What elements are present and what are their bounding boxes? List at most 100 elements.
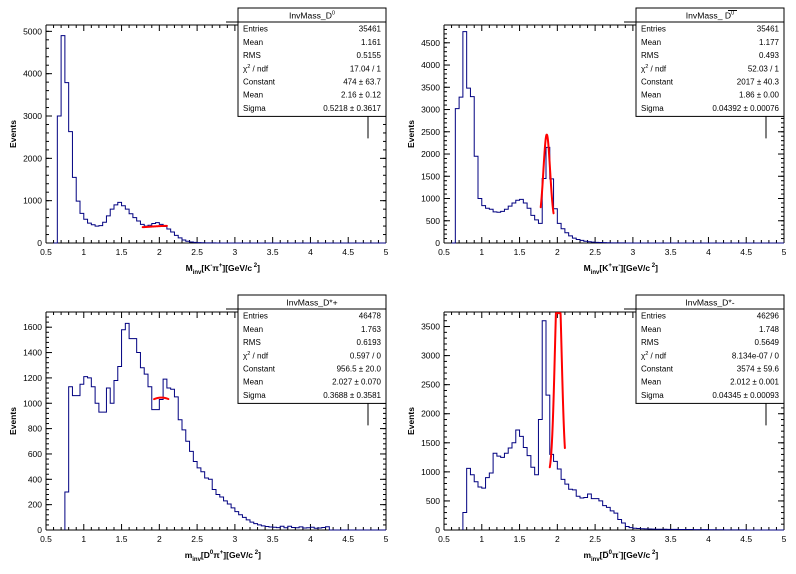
- stats-row-value: 0.3688 ± 0.3581: [323, 391, 381, 400]
- stats-row-label: Sigma: [641, 104, 664, 113]
- stats-row-label: Entries: [641, 312, 666, 321]
- x-tick-label: 4.5: [342, 247, 354, 257]
- panel-bottom-right[interactable]: 0.5 1 1.5 2 2.5 3 3.5 4 4.5 5 0 500 1000 1500 2000 2500…: [398, 287, 796, 574]
- stats-row-label: Constant: [641, 365, 674, 374]
- stats-row-value: 0.5155: [357, 51, 382, 60]
- x-tick-label: 2.5: [589, 247, 601, 257]
- x-tick-label: 4.5: [740, 247, 752, 257]
- y-axis-title: Events: [8, 120, 18, 148]
- x-tick-label: 0.5: [438, 534, 450, 544]
- x-tick-label: 4: [706, 534, 711, 544]
- stats-row-label: RMS: [243, 338, 261, 347]
- stats-row-label: Mean: [243, 325, 263, 334]
- y-tick-label: 0: [435, 238, 440, 248]
- stats-row-label: RMS: [243, 51, 261, 60]
- y-tick-label: 0: [37, 525, 42, 535]
- stats-box[interactable]: InvMass_D0 Entries 35461 Mean 1.161 RMS 0.5155…: [226, 7, 387, 139]
- y-tick-label: 4000: [23, 69, 42, 79]
- stats-row-value: 0.04392 ± 0.00076: [712, 104, 779, 113]
- stats-row-value: 0.5649: [755, 338, 780, 347]
- x-tick-label: 1: [81, 534, 86, 544]
- stats-row-value: 0.597 / 0: [350, 351, 382, 360]
- y-tick-label: 3500: [421, 322, 440, 332]
- y-tick-label: 3000: [421, 105, 440, 115]
- x-tick-label: 3: [233, 534, 238, 544]
- stats-row-value: 1.748: [759, 325, 780, 334]
- stats-row-label: Sigma: [243, 104, 266, 113]
- y-tick-label: 200: [28, 500, 42, 510]
- stats-row-label: Entries: [243, 25, 268, 34]
- y-axis-title: Events: [406, 120, 416, 148]
- y-tick-label: 400: [28, 474, 42, 484]
- stats-box[interactable]: InvMass_D*+ Entries 46478 Mean 1.763 RMS 0.619…: [226, 294, 387, 426]
- x-tick-label: 4.5: [740, 534, 752, 544]
- x-tick-label: 3: [631, 247, 636, 257]
- x-tick-label: 5: [384, 534, 389, 544]
- panel-bottom-left[interactable]: 0.5 1 1.5 2 2.5 3 3.5 4 4.5 5 0 200 400 600 800 1000 120…: [0, 287, 398, 574]
- x-tick-label: 2.5: [191, 534, 203, 544]
- x-tick-label: 2: [157, 247, 162, 257]
- x-tick-label: 3: [233, 247, 238, 257]
- stats-row-label: Entries: [641, 25, 666, 34]
- x-tick-label: 1: [81, 247, 86, 257]
- panel-top-right[interactable]: 0.5 1 1.5 2 2.5 3 3.5 4 4.5 5 0 500 1000 1500 2000 2500…: [398, 0, 796, 287]
- y-axis-ticks: 0 200 400 600 800 1000 1200 1400 1600: [23, 311, 386, 535]
- stats-box[interactable]: InvMass_D*- Entries 46296 Mean 1.748 RMS 0.564…: [624, 294, 785, 426]
- x-tick-label: 5: [782, 534, 787, 544]
- x-tick-label: 3.5: [665, 247, 677, 257]
- x-tick-label: 5: [384, 247, 389, 257]
- y-tick-label: 4500: [421, 38, 440, 48]
- stats-row-value: 8.134e-07 / 0: [732, 351, 780, 360]
- x-tick-label: 0.5: [438, 247, 450, 257]
- y-tick-label: 1000: [421, 467, 440, 477]
- y-tick-label: 1000: [23, 196, 42, 206]
- histogram-curve: [53, 35, 386, 244]
- stats-row-label: RMS: [641, 338, 659, 347]
- y-tick-label: 500: [426, 496, 440, 506]
- x-axis-title: minv[D0π+][GeV/c 2]: [185, 550, 261, 563]
- stats-box-title: InvMass_D*+: [286, 298, 337, 308]
- y-tick-label: 1000: [421, 194, 440, 204]
- y-tick-label: 1500: [421, 171, 440, 181]
- y-axis-title: Events: [8, 407, 18, 435]
- histogram-curve: [462, 320, 784, 531]
- stats-box[interactable]: InvMass_ D0 Entries 35461 Mean 1.177 RMS 0.493…: [624, 7, 785, 139]
- stats-row-label: χ2 / ndf: [243, 64, 269, 74]
- y-tick-label: 1400: [23, 348, 42, 358]
- x-tick-label: 4.5: [342, 534, 354, 544]
- y-tick-label: 1500: [421, 438, 440, 448]
- histogram-curve: [64, 322, 386, 531]
- stats-row-label: Sigma: [243, 391, 266, 400]
- stats-row-label: Constant: [641, 78, 674, 87]
- stats-row-value: 35461: [359, 25, 382, 34]
- stats-row-value: 2017 ± 40.3: [737, 78, 780, 87]
- x-tick-label: 3.5: [665, 534, 677, 544]
- x-tick-label: 4: [706, 247, 711, 257]
- x-tick-label: 1: [479, 534, 484, 544]
- x-tick-label: 3.5: [267, 247, 279, 257]
- stats-row-value: 46296: [757, 312, 780, 321]
- x-tick-label: 1.5: [514, 247, 526, 257]
- stats-row-label: χ2 / ndf: [641, 351, 667, 361]
- panel-top-left[interactable]: 0.5 1 1.5 2 2.5 3 3.5 4 4.5 5 0 1000 2000 3000 4000 500…: [0, 0, 398, 287]
- y-tick-label: 600: [28, 449, 42, 459]
- x-tick-label: 1.5: [514, 534, 526, 544]
- stats-row-label: Mean: [641, 325, 661, 334]
- y-tick-label: 3000: [421, 351, 440, 361]
- x-tick-label: 1.5: [116, 534, 128, 544]
- stats-row-value: 2.012 ± 0.001: [730, 378, 779, 387]
- y-tick-label: 0: [435, 525, 440, 535]
- stats-row-label: RMS: [641, 51, 659, 60]
- stats-row-label: Mean: [243, 91, 263, 100]
- x-tick-label: 1.5: [116, 247, 128, 257]
- gaussian-fit-curve: [539, 133, 555, 215]
- stats-row-label: χ2 / ndf: [243, 351, 269, 361]
- x-axis-title: minv[D̅0π-][GeV/c 2]: [583, 550, 658, 563]
- stats-row-value: 956.5 ± 20.0: [337, 365, 382, 374]
- stats-row-value: 0.6193: [357, 338, 382, 347]
- stats-row-value: 2.027 ± 0.070: [332, 378, 381, 387]
- stats-row-label: Constant: [243, 78, 276, 87]
- stats-row-label: Sigma: [641, 391, 664, 400]
- x-tick-label: 4: [308, 534, 313, 544]
